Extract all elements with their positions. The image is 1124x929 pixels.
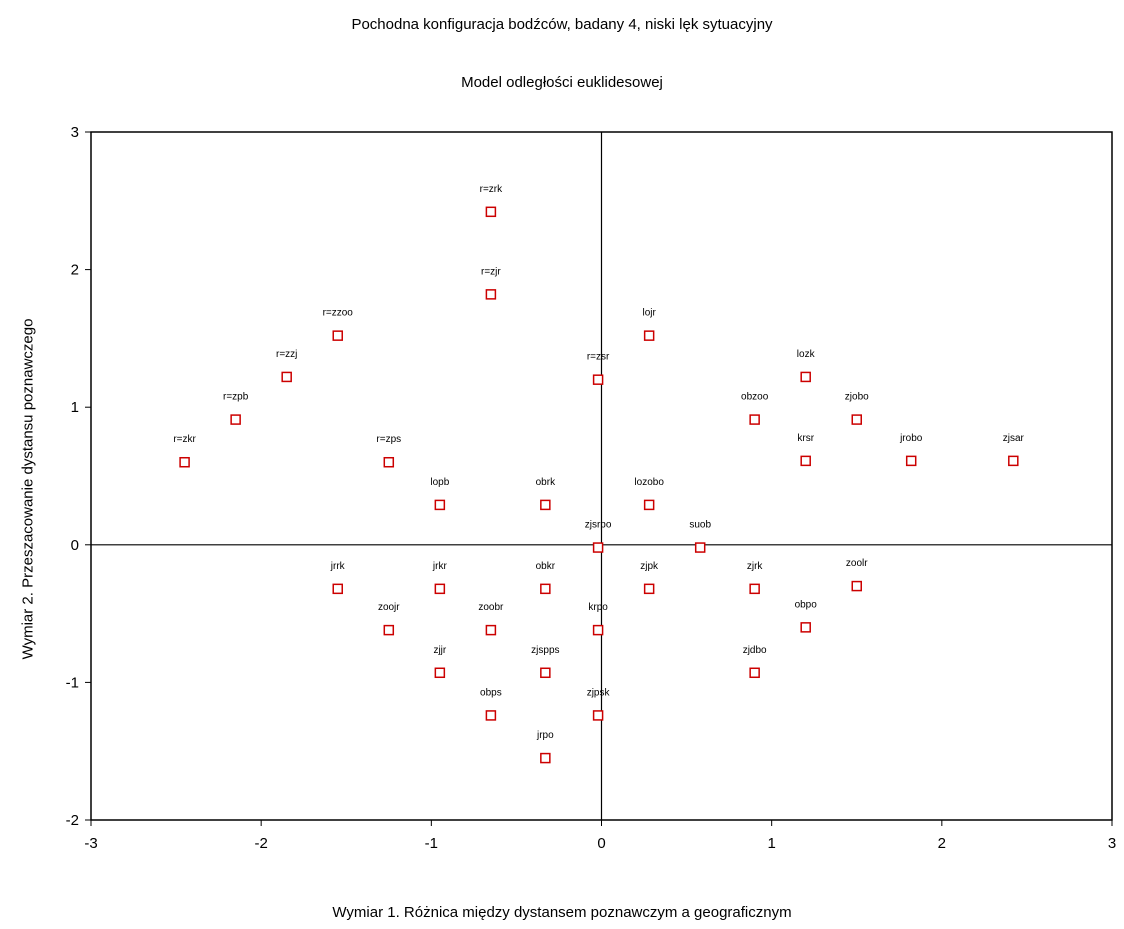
point-label: zjdbo	[743, 645, 767, 656]
data-point	[230, 414, 241, 425]
data-point	[332, 583, 343, 595]
x-tick-label: 1	[767, 835, 775, 852]
y-axis-label: Wymiar 2. Przeszacowanie dystansu poznaw…	[19, 318, 37, 660]
point-label: zjsar	[1003, 433, 1025, 444]
y-tick-label: 1	[71, 399, 79, 416]
point-label: lozk	[797, 349, 816, 360]
data-point	[851, 580, 862, 592]
y-tick-label: 2	[71, 262, 79, 279]
point-label: zjpsk	[587, 687, 611, 698]
point-label: obzoo	[741, 392, 769, 403]
point-label: zjrk	[747, 561, 764, 572]
y-tick-label: -2	[66, 812, 79, 829]
data-point	[434, 667, 446, 679]
point-label: jrkr	[432, 561, 448, 572]
data-point	[332, 330, 343, 341]
point-label: obkr	[536, 561, 556, 572]
x-tick-label: -3	[84, 835, 97, 852]
data-point	[749, 667, 760, 679]
x-tick-label: 3	[1108, 835, 1116, 852]
point-label: lopb	[430, 477, 449, 488]
data-point	[592, 374, 604, 385]
x-tick-label: 0	[597, 835, 605, 852]
point-label: r=zsr	[587, 352, 610, 363]
y-tick-label: -1	[66, 674, 79, 691]
point-label: r=zjr	[481, 266, 501, 277]
data-point	[643, 499, 655, 511]
point-label: suob	[689, 520, 711, 531]
data-point	[540, 752, 551, 764]
point-label: lojr	[642, 308, 656, 319]
data-point	[383, 456, 395, 468]
point-label: jrrk	[330, 561, 346, 572]
data-point	[592, 624, 604, 636]
point-label: krsr	[797, 433, 814, 444]
point-label: r=zkr	[173, 434, 196, 445]
chart-title: Pochodna konfiguracja bodźców, badany 4,…	[351, 16, 773, 33]
data-point	[800, 622, 811, 633]
point-label: zjsrpo	[585, 520, 612, 531]
x-tick-label: -2	[254, 835, 267, 852]
data-point	[485, 289, 497, 300]
point-label: zjpk	[640, 561, 659, 572]
point-label: r=zzj	[276, 349, 297, 360]
point-label: obpo	[795, 599, 818, 610]
point-label: zoolr	[846, 558, 868, 569]
point-label: zjspps	[531, 645, 559, 656]
x-axis-label: Wymiar 1. Różnica między dystansem pozna…	[332, 904, 792, 921]
point-label: obps	[480, 687, 502, 698]
point-label: zoobr	[478, 602, 504, 613]
data-point	[281, 371, 292, 383]
chart-subtitle: Model odległości euklidesowej	[461, 74, 663, 91]
point-label: r=zrk	[480, 184, 504, 195]
point-label: r=zpb	[223, 392, 249, 403]
data-point	[800, 455, 811, 467]
data-point	[592, 542, 604, 553]
data-point	[383, 624, 395, 636]
data-point	[485, 624, 497, 636]
data-point	[540, 667, 551, 679]
data-point	[905, 455, 917, 467]
data-point	[485, 206, 497, 218]
point-label: jrobo	[899, 433, 923, 444]
data-point	[434, 583, 446, 595]
data-point	[179, 456, 190, 468]
data-point	[851, 414, 862, 425]
data-point	[643, 330, 655, 341]
data-point	[749, 583, 760, 595]
data-point	[485, 710, 497, 721]
data-point	[540, 499, 551, 511]
point-label: zjobo	[845, 392, 869, 403]
y-tick-label: 0	[71, 537, 79, 554]
data-point	[434, 499, 446, 511]
data-point	[1008, 455, 1019, 467]
data-point	[694, 542, 706, 553]
y-tick-label: 3	[71, 124, 79, 141]
point-label: r=zps	[376, 434, 401, 445]
point-label: r=zzoo	[323, 308, 354, 319]
data-point	[643, 583, 655, 595]
data-point	[749, 414, 760, 425]
x-tick-label: -1	[425, 835, 438, 852]
data-point	[540, 583, 551, 595]
point-label: obrk	[536, 477, 556, 488]
point-label: lozobo	[634, 477, 664, 488]
point-label: krpo	[588, 602, 608, 613]
data-point	[800, 371, 811, 383]
data-point	[592, 710, 604, 721]
x-tick-label: 2	[938, 835, 946, 852]
point-label: jrpo	[536, 730, 554, 741]
point-label: zjjr	[433, 645, 446, 656]
point-label: zoojr	[378, 602, 400, 613]
